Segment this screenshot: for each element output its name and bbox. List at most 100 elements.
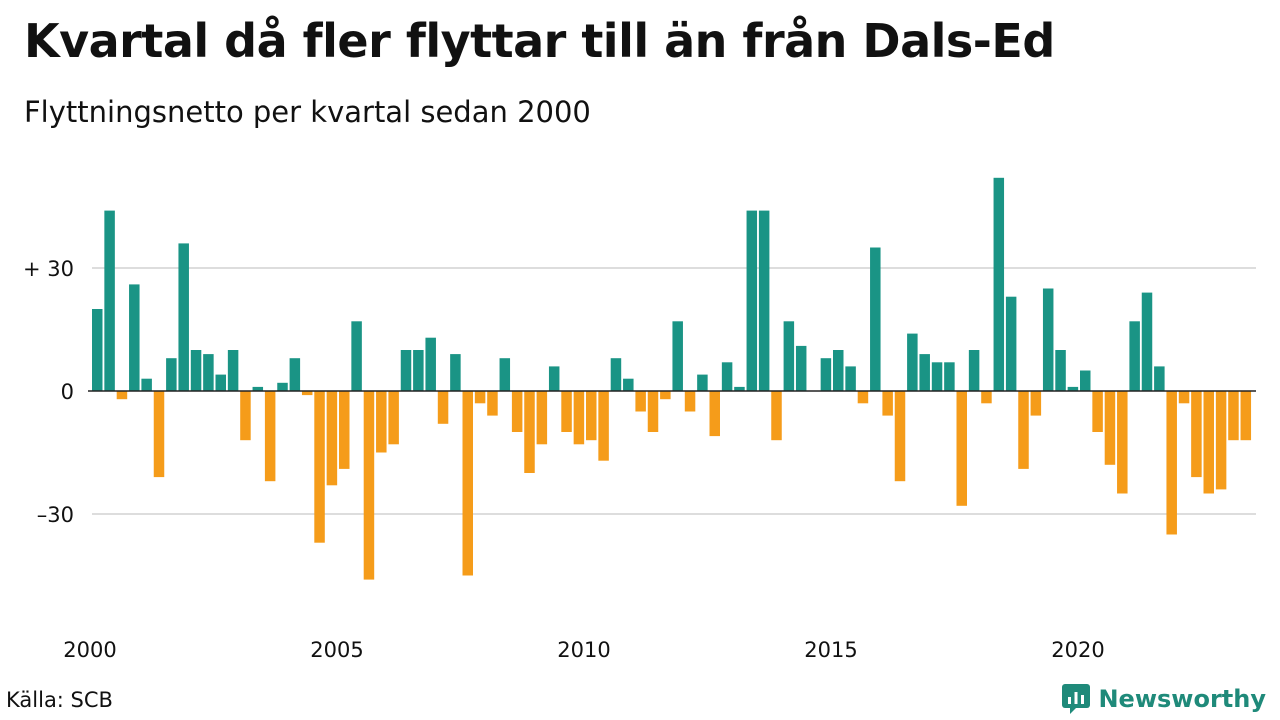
bar: [240, 391, 251, 441]
bar: [660, 391, 671, 400]
bar: [635, 391, 646, 412]
bar: [289, 358, 301, 391]
bar: [227, 350, 239, 391]
bar: [857, 391, 869, 404]
bar: [400, 350, 412, 391]
bar: [944, 362, 955, 391]
bar: [1154, 366, 1165, 391]
bar: [511, 391, 523, 432]
bar: [956, 391, 967, 506]
bar: [92, 309, 103, 391]
bar: [919, 354, 930, 391]
bar: [326, 391, 338, 486]
bar: [1215, 391, 1227, 490]
bar: [339, 391, 350, 469]
bar: [1104, 391, 1116, 465]
bar: [388, 391, 399, 445]
bar: [672, 321, 683, 391]
bar: [264, 391, 276, 482]
source-note: Källa: SCB: [6, 688, 113, 712]
bar: [598, 391, 609, 461]
bar: [104, 210, 115, 391]
bar: [907, 333, 918, 391]
bars: [92, 177, 1252, 580]
bar: [709, 391, 720, 437]
bar: [1166, 391, 1177, 535]
bar: [894, 391, 906, 482]
bar: [610, 358, 622, 391]
bar: [376, 391, 387, 453]
x-tick-label: 2020: [1051, 638, 1104, 662]
bar: [363, 391, 375, 580]
bar: [1178, 391, 1190, 404]
bar: [1092, 391, 1103, 432]
bar: [153, 391, 165, 478]
bar: [1129, 321, 1140, 391]
bar: [178, 243, 189, 391]
bar: [314, 391, 325, 543]
bar: [487, 391, 498, 416]
bar: [1018, 391, 1029, 469]
bar: [1030, 391, 1042, 416]
bar: [252, 386, 264, 391]
bar: [697, 374, 708, 391]
y-tick-label: + 30: [23, 257, 74, 281]
bar: [968, 350, 980, 391]
grid-lines: [92, 267, 1256, 515]
bar: [462, 391, 473, 576]
x-tick-label: 2015: [804, 638, 857, 662]
bar: [1067, 386, 1079, 391]
bar: [721, 362, 733, 391]
bar: [870, 247, 881, 391]
bar: [981, 391, 992, 404]
y-axis-ticks: + 30 0 –30: [23, 257, 74, 527]
bar: [277, 382, 288, 391]
bar: [573, 391, 585, 445]
bar: [931, 362, 943, 391]
x-tick-label: 2000: [63, 638, 116, 662]
bar: [993, 177, 1005, 391]
bar: [833, 350, 844, 391]
bar: [1117, 391, 1128, 494]
bar: [129, 284, 140, 391]
bar: [450, 354, 461, 391]
bar: [783, 321, 795, 391]
bar: [586, 391, 597, 441]
bar: [203, 354, 214, 391]
bar: [1191, 391, 1202, 478]
bar: [190, 350, 202, 391]
bar: [1240, 391, 1252, 441]
bar: [882, 391, 893, 416]
bar: [524, 391, 535, 473]
bar: [1141, 292, 1153, 391]
bar: [301, 391, 313, 396]
chart-subtitle: Flyttningsnetto per kvartal sedan 2000: [24, 95, 591, 129]
bar: [845, 366, 856, 391]
y-tick-label: 0: [61, 380, 74, 404]
brand-logo[interactable]: Newsworthy: [1062, 684, 1266, 714]
bar: [215, 374, 226, 391]
bar: [684, 391, 696, 412]
bar: [1203, 391, 1214, 494]
bar: [474, 391, 486, 404]
bar: [820, 358, 832, 391]
bar: [499, 358, 511, 391]
bar: [1005, 296, 1017, 391]
bar-chart: + 30 0 –30 2000 2005 2010 2015 2020: [23, 177, 1256, 662]
bar: [1055, 350, 1066, 391]
bar: [116, 391, 128, 400]
bar: [166, 358, 177, 391]
bar: [647, 391, 659, 432]
bar: [758, 210, 770, 391]
bar: [771, 391, 782, 441]
bar: [437, 391, 449, 424]
bar: [425, 337, 436, 391]
bar: [734, 386, 745, 391]
bar: [536, 391, 548, 445]
bar: [746, 210, 758, 391]
bar: [561, 391, 572, 432]
bar: [351, 321, 362, 391]
bar: [623, 378, 634, 391]
bar: [1042, 288, 1054, 391]
bar: [413, 350, 424, 391]
